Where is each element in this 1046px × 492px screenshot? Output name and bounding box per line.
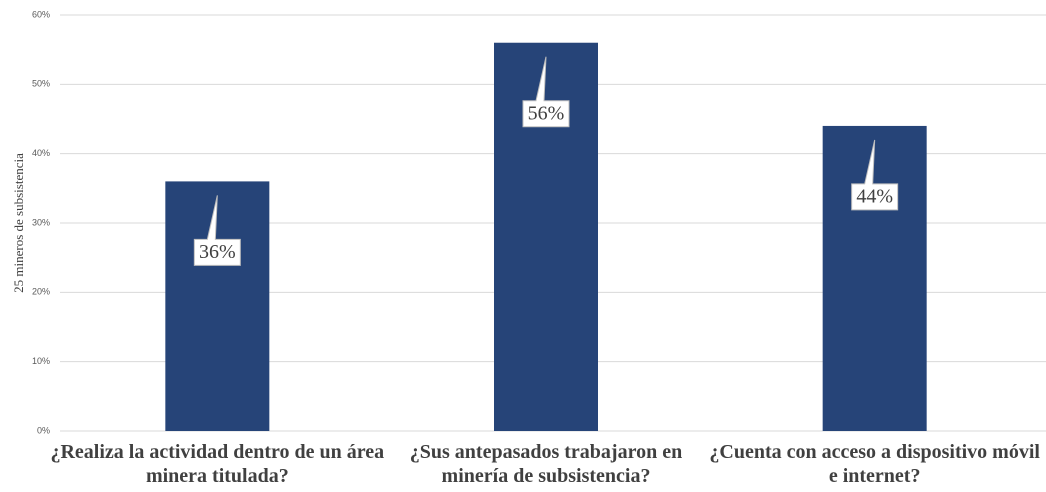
y-tick-label: 30% — [32, 217, 50, 227]
y-tick-label: 40% — [32, 148, 50, 158]
y-tick-label: 10% — [32, 356, 50, 366]
y-tick-label: 0% — [37, 425, 50, 435]
x-tick-label: ¿Cuenta con acceso a dispositivo móvil e… — [709, 441, 1040, 487]
value-label: 56% — [528, 102, 565, 124]
y-tick-label: 20% — [32, 287, 50, 297]
value-label: 36% — [199, 241, 236, 263]
x-tick-label: ¿Realiza la actividad dentro de un área … — [50, 441, 385, 487]
y-tick-label: 60% — [32, 9, 50, 19]
y-axis-label: 25 mineros de subsistencia — [11, 153, 26, 293]
bar — [822, 125, 927, 431]
callout — [851, 139, 899, 211]
y-tick-label: 50% — [32, 79, 50, 89]
bar — [165, 181, 270, 431]
callout — [193, 195, 241, 266]
callout — [522, 56, 570, 128]
x-tick-label: ¿Sus antepasados trabajaron en minería d… — [409, 441, 683, 487]
value-label: 44% — [856, 186, 893, 208]
